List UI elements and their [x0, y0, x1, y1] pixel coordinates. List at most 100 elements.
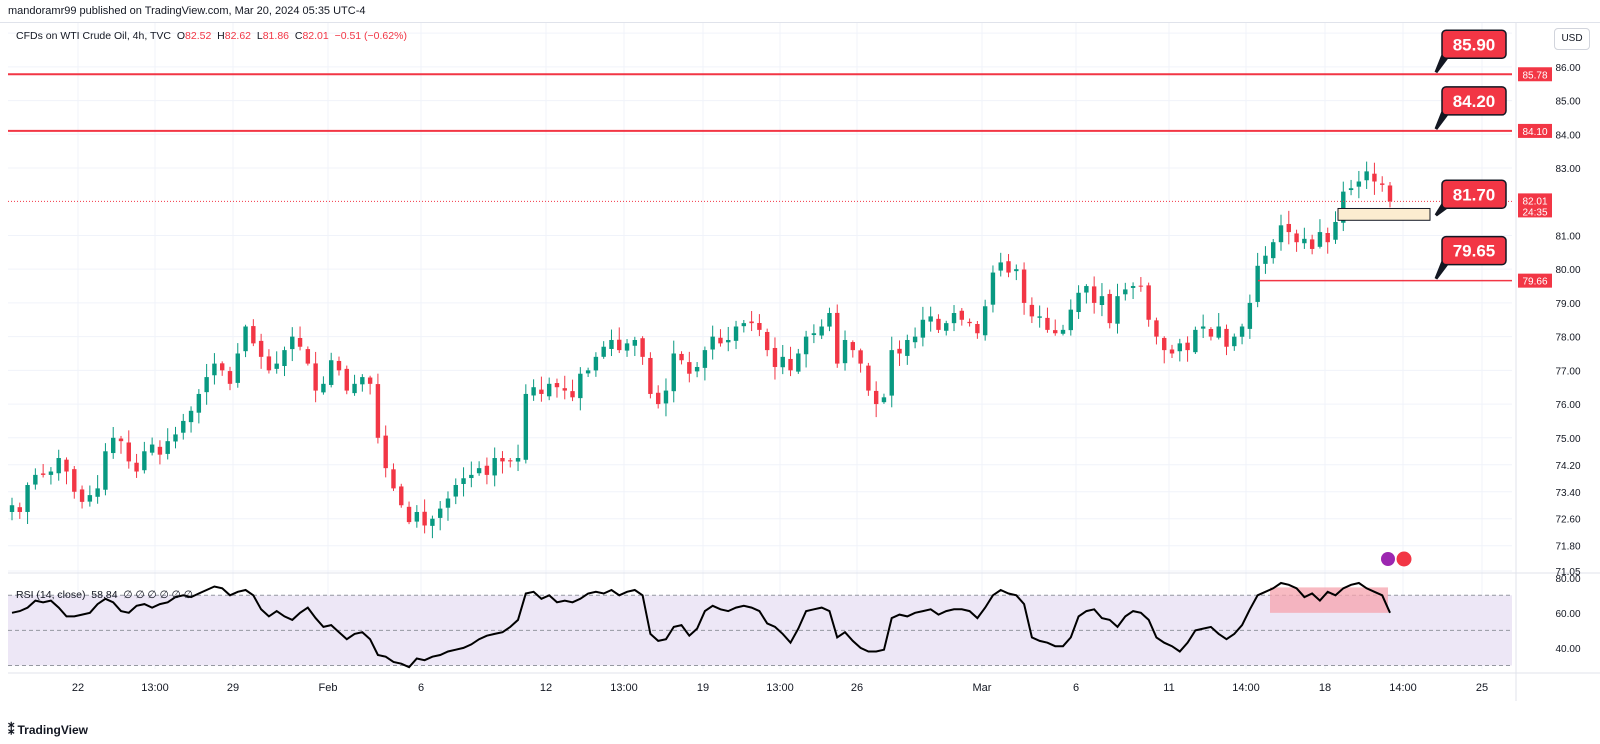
candle-body — [959, 310, 965, 320]
zone-callout-text: 81.70 — [1453, 185, 1496, 204]
candle-body — [367, 377, 373, 384]
level-callout-box — [1441, 86, 1507, 116]
price-tick-label: 74.20 — [1555, 461, 1580, 472]
candle-body — [476, 468, 482, 474]
candle-body — [1169, 349, 1175, 354]
price-tick-label: 83.00 — [1555, 164, 1580, 175]
price-tick-label: 75.00 — [1555, 434, 1580, 445]
candle-body — [1053, 330, 1058, 334]
candle-body — [1224, 328, 1229, 347]
legend-low-label: L — [256, 30, 263, 42]
level-callout-text: 84.20 — [1453, 92, 1496, 111]
legend-close: 82.01 — [302, 30, 329, 42]
candle-body — [881, 397, 887, 403]
candle-body — [1309, 239, 1315, 249]
legend-change: −0.51 (−0.62%) — [334, 30, 407, 42]
time-tick-label: 12 — [540, 682, 552, 694]
candle-body — [500, 458, 505, 462]
currency-button[interactable]: USD — [1554, 28, 1590, 50]
rsi-tick-label: 80.00 — [1555, 574, 1580, 585]
price-tick-label: 81.00 — [1555, 231, 1580, 242]
candle-body — [352, 383, 357, 394]
candle-body — [1239, 326, 1245, 337]
candle-body — [757, 322, 762, 330]
candle-body — [780, 356, 785, 368]
candle-body — [897, 348, 902, 354]
candle-body — [360, 377, 365, 385]
candle-body — [975, 323, 980, 334]
tradingview-logo[interactable]: ⁑ TradingView — [8, 722, 88, 738]
candle-body — [1068, 309, 1074, 331]
candle-body — [928, 316, 933, 322]
candle-body — [710, 336, 715, 350]
candle-body — [1146, 285, 1151, 320]
legend-close-label: C — [294, 30, 303, 42]
time-tick-label: 6 — [418, 682, 424, 694]
candle-body — [1263, 255, 1268, 264]
candle-body — [1325, 233, 1330, 243]
price-tick-label: 79.00 — [1555, 299, 1580, 310]
candle-body — [1232, 336, 1237, 347]
candle-body — [492, 458, 497, 476]
candle-body — [1247, 302, 1253, 329]
candle-body — [1177, 343, 1182, 352]
candle-body — [266, 356, 272, 371]
candle-body — [936, 318, 941, 330]
level-axis-tag — [1518, 67, 1552, 82]
candle-body — [383, 435, 388, 469]
price-tick-label: 85.00 — [1555, 97, 1580, 108]
chart-frame[interactable]: 22 13:00 29 Feb 6 12 13:00 19 13:00 26 Mar 6 11 14:00… — [0, 22, 1600, 713]
candle-body — [188, 410, 194, 423]
candle-body — [103, 451, 108, 490]
candle-body — [243, 326, 248, 352]
tradingview-icon: ⁑ — [8, 722, 15, 737]
candle-body — [772, 347, 778, 367]
candle-body — [437, 508, 443, 518]
candle-body — [1107, 293, 1112, 324]
time-tick-label: 19 — [697, 682, 709, 694]
candle-body — [655, 392, 661, 405]
candle-body — [196, 393, 202, 413]
legend-open-label: O — [176, 30, 186, 42]
candle-body — [328, 360, 334, 385]
candles — [9, 161, 1393, 539]
candle-body — [1014, 269, 1019, 272]
rsi-legend[interactable]: RSI (14, close) 58.84 ∅ ∅ ∅ ∅ ∅ ∅ — [16, 589, 193, 601]
candle-body — [1130, 286, 1136, 288]
candle-body — [1278, 225, 1284, 243]
chart-svg[interactable]: 22 13:00 29 Feb 6 12 13:00 19 13:00 26 Mar 6 11 14:00… — [0, 23, 1600, 713]
time-tick-label: 26 — [851, 682, 863, 694]
candle-body — [321, 383, 326, 393]
rsi-highlight-box — [1270, 587, 1388, 613]
candle-body — [313, 363, 318, 391]
rsi-extra: ∅ ∅ ∅ ∅ ∅ ∅ — [123, 589, 193, 601]
legend-high: 82.62 — [224, 30, 252, 42]
rsi-tick-label: 60.00 — [1555, 609, 1580, 620]
candle-body — [554, 383, 560, 388]
candle-body — [749, 321, 754, 324]
candle-body — [305, 349, 311, 364]
rsi-tick-label: 40.00 — [1555, 644, 1580, 655]
candle-body — [1060, 329, 1066, 334]
time-tick-label: 13:00 — [141, 682, 169, 694]
price-tick-label: 71.05 — [1555, 567, 1580, 578]
publisher-line: mandoramr99 published on TradingView.com… — [8, 5, 366, 17]
level-callout-text: 79.65 — [1453, 242, 1496, 261]
candle-body — [819, 326, 824, 336]
candle-body — [866, 365, 871, 391]
last-price-tag — [1518, 193, 1552, 218]
candle-body — [87, 495, 93, 502]
candle-body — [679, 353, 684, 361]
price-tick-label: 72.60 — [1555, 515, 1580, 526]
candle-body — [430, 518, 435, 526]
price-tick-label: 80.00 — [1555, 265, 1580, 276]
candle-body — [1037, 316, 1042, 318]
candle-body — [95, 488, 100, 497]
price-tick-label: 77.00 — [1555, 366, 1580, 377]
time-tick-label: 22 — [72, 682, 84, 694]
candle-body — [1348, 188, 1354, 191]
candle-body — [181, 420, 186, 433]
symbol-legend[interactable]: CFDs on WTI Crude Oil, 4h, TVC O82.52 H8… — [16, 30, 407, 42]
candle-body — [1084, 286, 1089, 293]
last-price-label: 82.01 — [1522, 196, 1547, 207]
